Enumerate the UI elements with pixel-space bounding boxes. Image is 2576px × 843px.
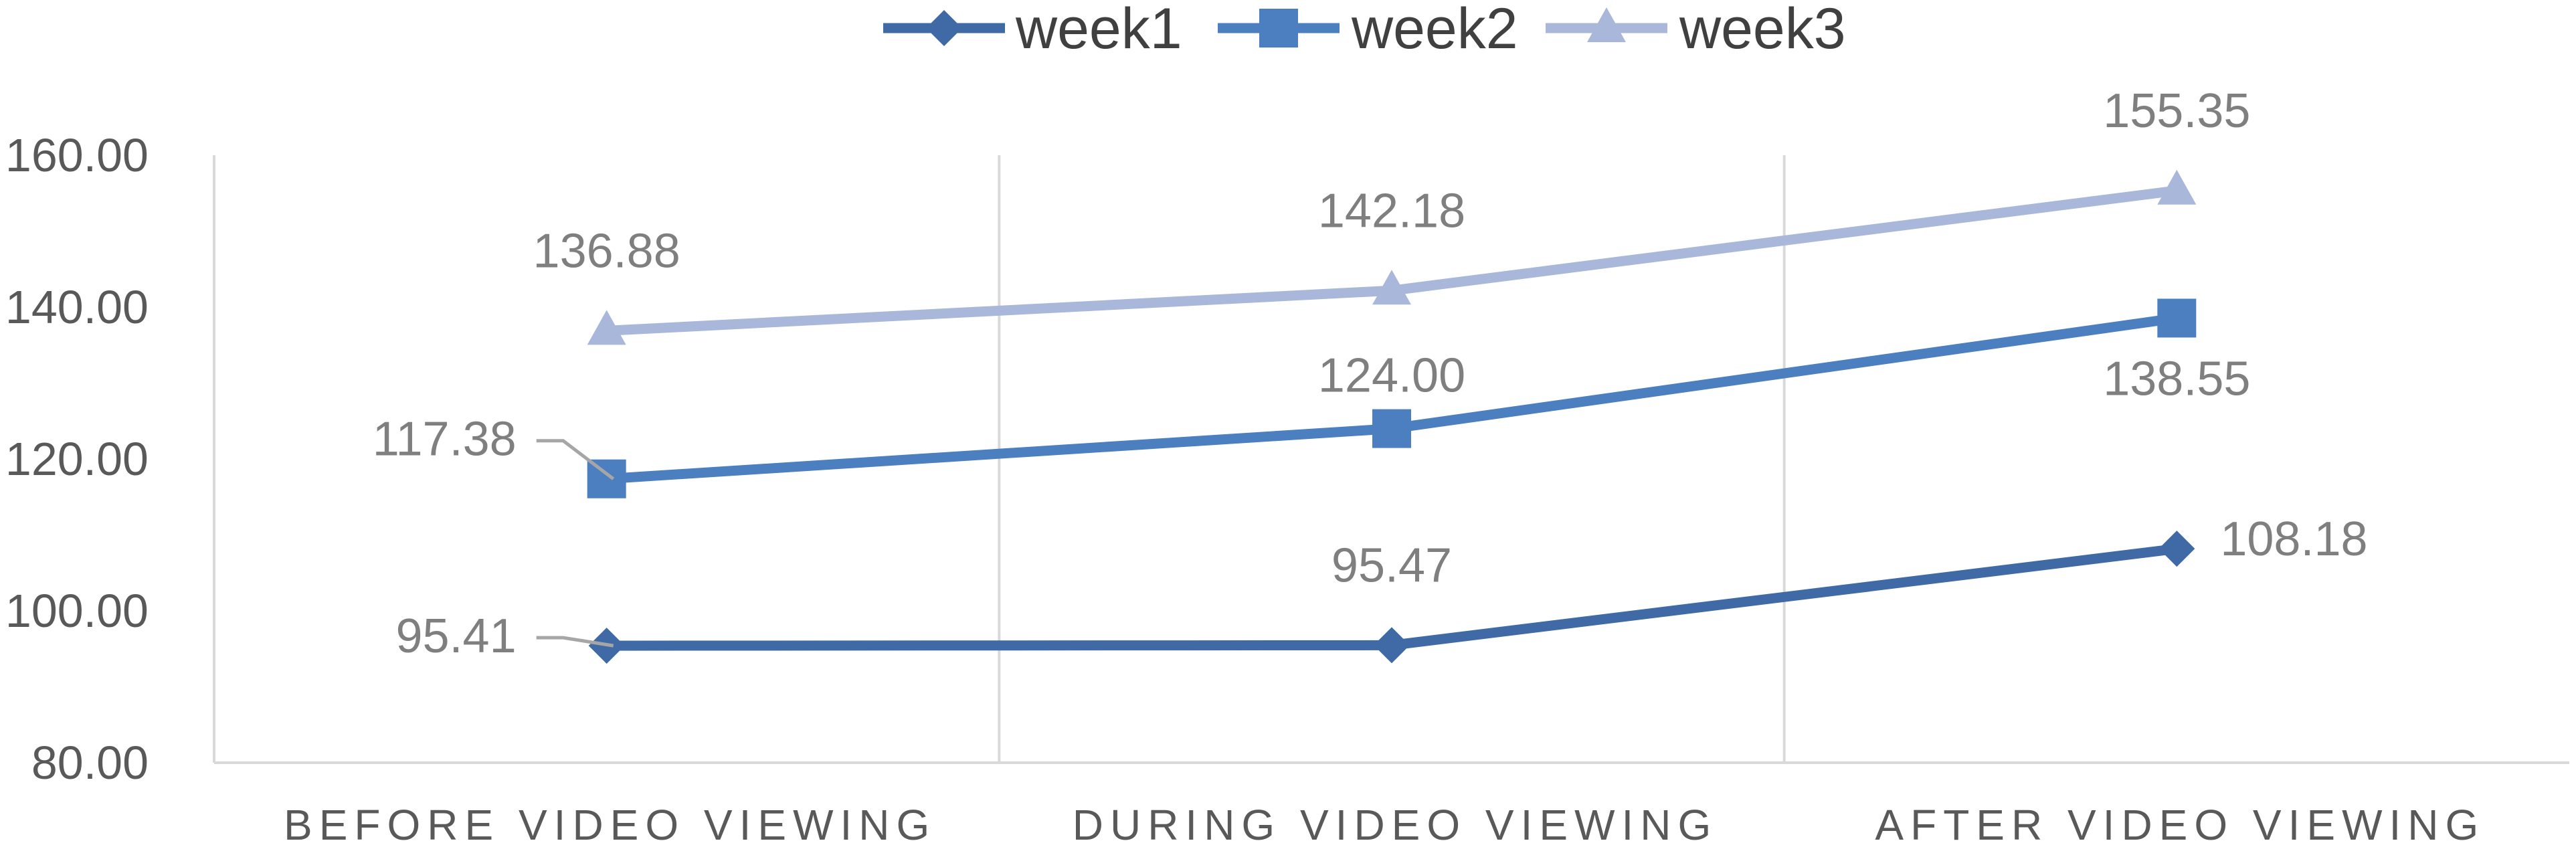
week1-point	[2158, 531, 2195, 567]
x-tick-label: AFTER VIDEO VIEWING	[1875, 801, 2485, 843]
y-tick-label: 140.00	[5, 281, 149, 333]
y-tick-label: 160.00	[5, 129, 149, 181]
week1-point	[1374, 627, 1410, 664]
data-labels: 95.41 95.47 108.18 117.38 124.00 138.55 136.88…	[373, 84, 2368, 663]
axes: 80.00 100.00 120.00 140.00 160.00 BEFORE VIDE…	[5, 129, 2569, 843]
x-tick-label: BEFORE VIDEO VIEWING	[284, 801, 936, 843]
legend-week3-marker	[1587, 7, 1626, 42]
x-tick-label: DURING VIDEO VIEWING	[1073, 801, 1718, 843]
legend-week2-label: week2	[1351, 0, 1518, 61]
leader-line	[536, 439, 615, 480]
week1-data-label: 95.47	[1331, 539, 1452, 592]
legend-week1-marker	[926, 10, 962, 46]
week3-data-label: 142.18	[1318, 184, 1465, 238]
week3-data-label: 155.35	[2103, 84, 2250, 138]
grid	[213, 155, 1786, 763]
week3-data-label: 136.88	[533, 224, 680, 278]
week3-point	[2157, 169, 2197, 205]
week2-data-label: 138.55	[2103, 352, 2250, 405]
week2-data-label: 117.38	[373, 413, 517, 466]
y-tick-label: 80.00	[31, 737, 149, 789]
week3-point	[587, 310, 626, 345]
legend: week1 week2 week3	[883, 0, 1846, 61]
week2-data-label: 124.00	[1318, 349, 1465, 403]
leader-line	[536, 636, 614, 648]
week1-data-label: 108.18	[2220, 512, 2367, 566]
y-tick-label: 100.00	[5, 585, 149, 637]
week3-point	[1372, 270, 1411, 305]
series-group	[587, 169, 2197, 664]
legend-week2-marker	[1259, 9, 1298, 48]
week2-point	[2157, 298, 2197, 338]
week2-point	[1372, 409, 1411, 448]
y-tick-label: 120.00	[5, 433, 149, 485]
legend-week3-label: week3	[1679, 0, 1846, 61]
legend-week1-label: week1	[1015, 0, 1182, 61]
week1-data-label: 95.41	[395, 610, 516, 663]
